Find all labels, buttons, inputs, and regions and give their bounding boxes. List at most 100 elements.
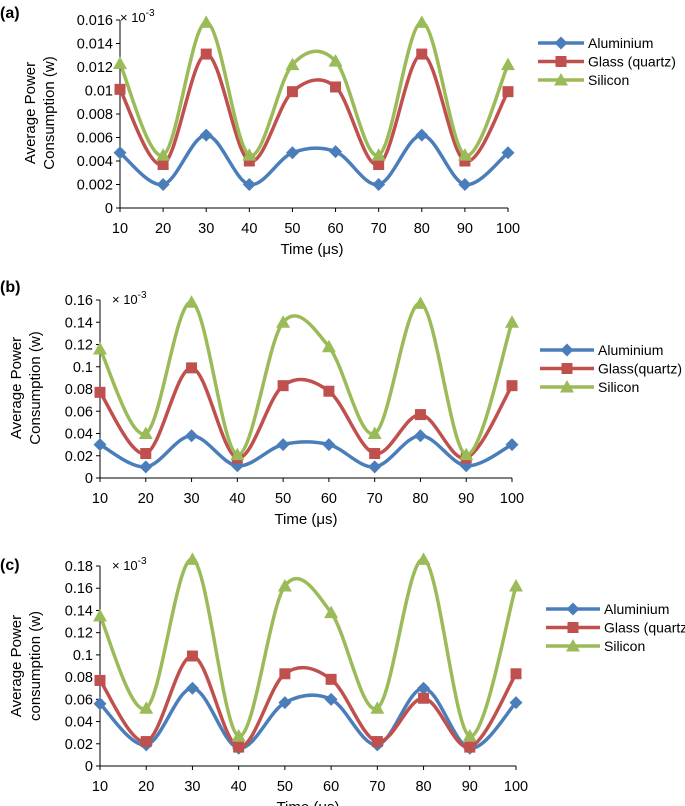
chart-b-x-tick-label: 50 — [275, 491, 291, 507]
chart-c-glass-quartz-point — [186, 650, 198, 662]
chart-c-multiplier: × 10-3 — [112, 556, 147, 573]
chart-a-glass-quartz-point — [286, 86, 298, 98]
chart-b-y-tick-label: 0.16 — [65, 293, 93, 309]
chart-a-glass-quartz-point — [416, 48, 428, 60]
chart-c-silicon-point — [93, 609, 107, 622]
chart-a-y-tick-label: 0.01 — [85, 84, 113, 100]
chart-a-y-tick-label: 0.008 — [77, 107, 113, 123]
chart-c-series-glass-quartz — [94, 650, 522, 753]
chart-c-x-tick-label: 40 — [231, 779, 247, 795]
chart-a-y-tick-label: 0.006 — [77, 131, 113, 147]
chart-a-silicon-point — [371, 148, 386, 161]
chart-c-x-tick-label: 70 — [369, 779, 385, 795]
chart-a-x-tick-label: 40 — [241, 221, 257, 237]
chart-c-aluminium-point — [509, 696, 523, 710]
chart-c-glass-quartz-point — [464, 741, 476, 753]
chart-c-silicon-point — [185, 552, 200, 565]
chart-a-glass-quartz-line — [118, 52, 510, 167]
chart-a-glass-quartz-point — [157, 159, 169, 171]
chart-a-aluminium-point — [501, 146, 515, 160]
chart-c-x-axis-title: Time (μs) — [276, 799, 339, 806]
chart-b-legend: Aluminium Glass(quartz) Silicon — [540, 342, 682, 395]
chart-c-silicon-point — [231, 729, 246, 742]
chart-c-legend-label: Silicon — [604, 638, 645, 654]
chart-b-x-tick-label: 30 — [183, 491, 199, 507]
chart-a-legend-marker — [555, 56, 567, 67]
chart-a-x-tick-label: 70 — [371, 221, 387, 237]
chart-b-aluminium-point — [185, 429, 199, 443]
chart-b-silicon-point — [413, 296, 428, 309]
chart-a-glass-quartz-point — [459, 155, 471, 167]
chart-a-legend: Aluminium Glass (quartz) Silicon — [538, 35, 676, 88]
chart-b-silicon-point — [276, 315, 291, 328]
chart-a-x-tick-label: 90 — [457, 221, 473, 237]
chart-c-x-tick-label: 50 — [277, 779, 293, 795]
chart-a-multiplier: × 10-3 — [120, 8, 155, 25]
chart-b-silicon-point — [367, 426, 382, 439]
chart-c-y-tick-label: 0 — [85, 759, 93, 775]
chart-c-legend-marker — [566, 602, 580, 616]
chart-b-x-tick-label: 90 — [458, 491, 474, 507]
chart-b-y-tick-label: 0 — [85, 471, 93, 487]
chart-a-x-tick-label: 10 — [112, 221, 128, 237]
chart-c-x-tick-label: 20 — [138, 779, 154, 795]
chart-b-y-axis-title: Average Power Consumption (w) — [8, 331, 44, 444]
chart-b-glass-quartz-point — [140, 448, 152, 460]
chart-b-aluminium-point — [322, 438, 336, 452]
chart-b-silicon-point — [230, 447, 245, 461]
chart-a-x-axis-title: Time (μs) — [280, 241, 343, 258]
chart-a-aluminium-point — [199, 128, 213, 142]
chart-c-aluminium-point — [278, 696, 292, 710]
chart-b-legend-label: Silicon — [598, 379, 639, 395]
chart-a-y-tick-label: 0.012 — [77, 60, 113, 76]
chart-c-x-tick-label: 100 — [504, 779, 528, 795]
chart-c-aluminium-point — [185, 681, 199, 695]
chart-b-silicon-line — [98, 300, 514, 457]
chart-b-legend-label: Aluminium — [598, 342, 663, 358]
chart-c-legend-marker — [567, 622, 579, 633]
chart-c-glass-quartz-point — [140, 736, 152, 748]
chart-c-legend: Aluminium Glass (quartz) Silicon — [546, 601, 685, 654]
chart-b-silicon-point — [505, 315, 519, 328]
chart-a-silicon-point — [328, 54, 343, 67]
chart-c-legend-label: Aluminium — [604, 601, 669, 617]
chart-a-panel-label: (a) — [0, 5, 20, 22]
chart-a-glass-quartz-point — [502, 86, 514, 98]
chart-c-silicon-point — [462, 729, 477, 742]
chart-b-x-tick-label: 40 — [229, 491, 245, 507]
chart-a-aluminium-line — [118, 133, 510, 187]
chart-b-glass-quartz-point — [323, 385, 335, 397]
chart-b-y-tick-label: 0.12 — [65, 338, 93, 354]
chart-c-x-tick-label: 60 — [323, 779, 339, 795]
chart-a-aluminium-point — [113, 146, 127, 160]
chart-c-silicon-point — [416, 552, 431, 565]
chart-a-glass-quartz-point — [373, 159, 385, 171]
chart-b-x-axis-title: Time (μs) — [274, 511, 337, 528]
chart-b-y-tick-label: 0.1 — [73, 360, 93, 376]
chart-a-aluminium-point — [242, 178, 256, 191]
chart-a-legend-label: Glass (quartz) — [588, 54, 676, 70]
chart-b-silicon-point — [138, 426, 153, 439]
chart-b-y-tick-label: 0.04 — [65, 427, 93, 443]
chart-a-silicon-point — [285, 57, 300, 71]
chart-b-glass-quartz-point — [186, 362, 198, 374]
chart-a-x-tick-label: 60 — [327, 221, 343, 237]
chart-a-aluminium-point — [329, 145, 343, 159]
chart-a-silicon-point — [457, 148, 472, 161]
chart-b-aluminium-line — [99, 433, 513, 469]
chart-c: (c) × 10-3 0 0.02 0.04 0.06 0.08 0.1 0.12 0.14 0.1… — [0, 552, 685, 806]
chart-a-series-aluminium — [113, 128, 515, 191]
chart-b-glass-quartz-point — [414, 409, 426, 421]
chart-a-x-tick-label: 30 — [198, 221, 214, 237]
chart-a-glass-quartz-point — [200, 48, 212, 60]
chart-c-x-tick-label: 30 — [184, 779, 200, 795]
chart-b-aluminium-point — [505, 438, 519, 452]
chart-c-y-tick-label: 0.1 — [73, 648, 93, 664]
chart-c-y-tick-label: 0.08 — [65, 670, 93, 686]
chart-a-aluminium-point — [372, 178, 386, 191]
chart-c-aluminium-point — [324, 692, 338, 706]
chart-a-aluminium-point — [156, 178, 170, 191]
chart-c-silicon-line — [98, 557, 518, 738]
chart-c-panel-label: (c) — [0, 557, 20, 574]
